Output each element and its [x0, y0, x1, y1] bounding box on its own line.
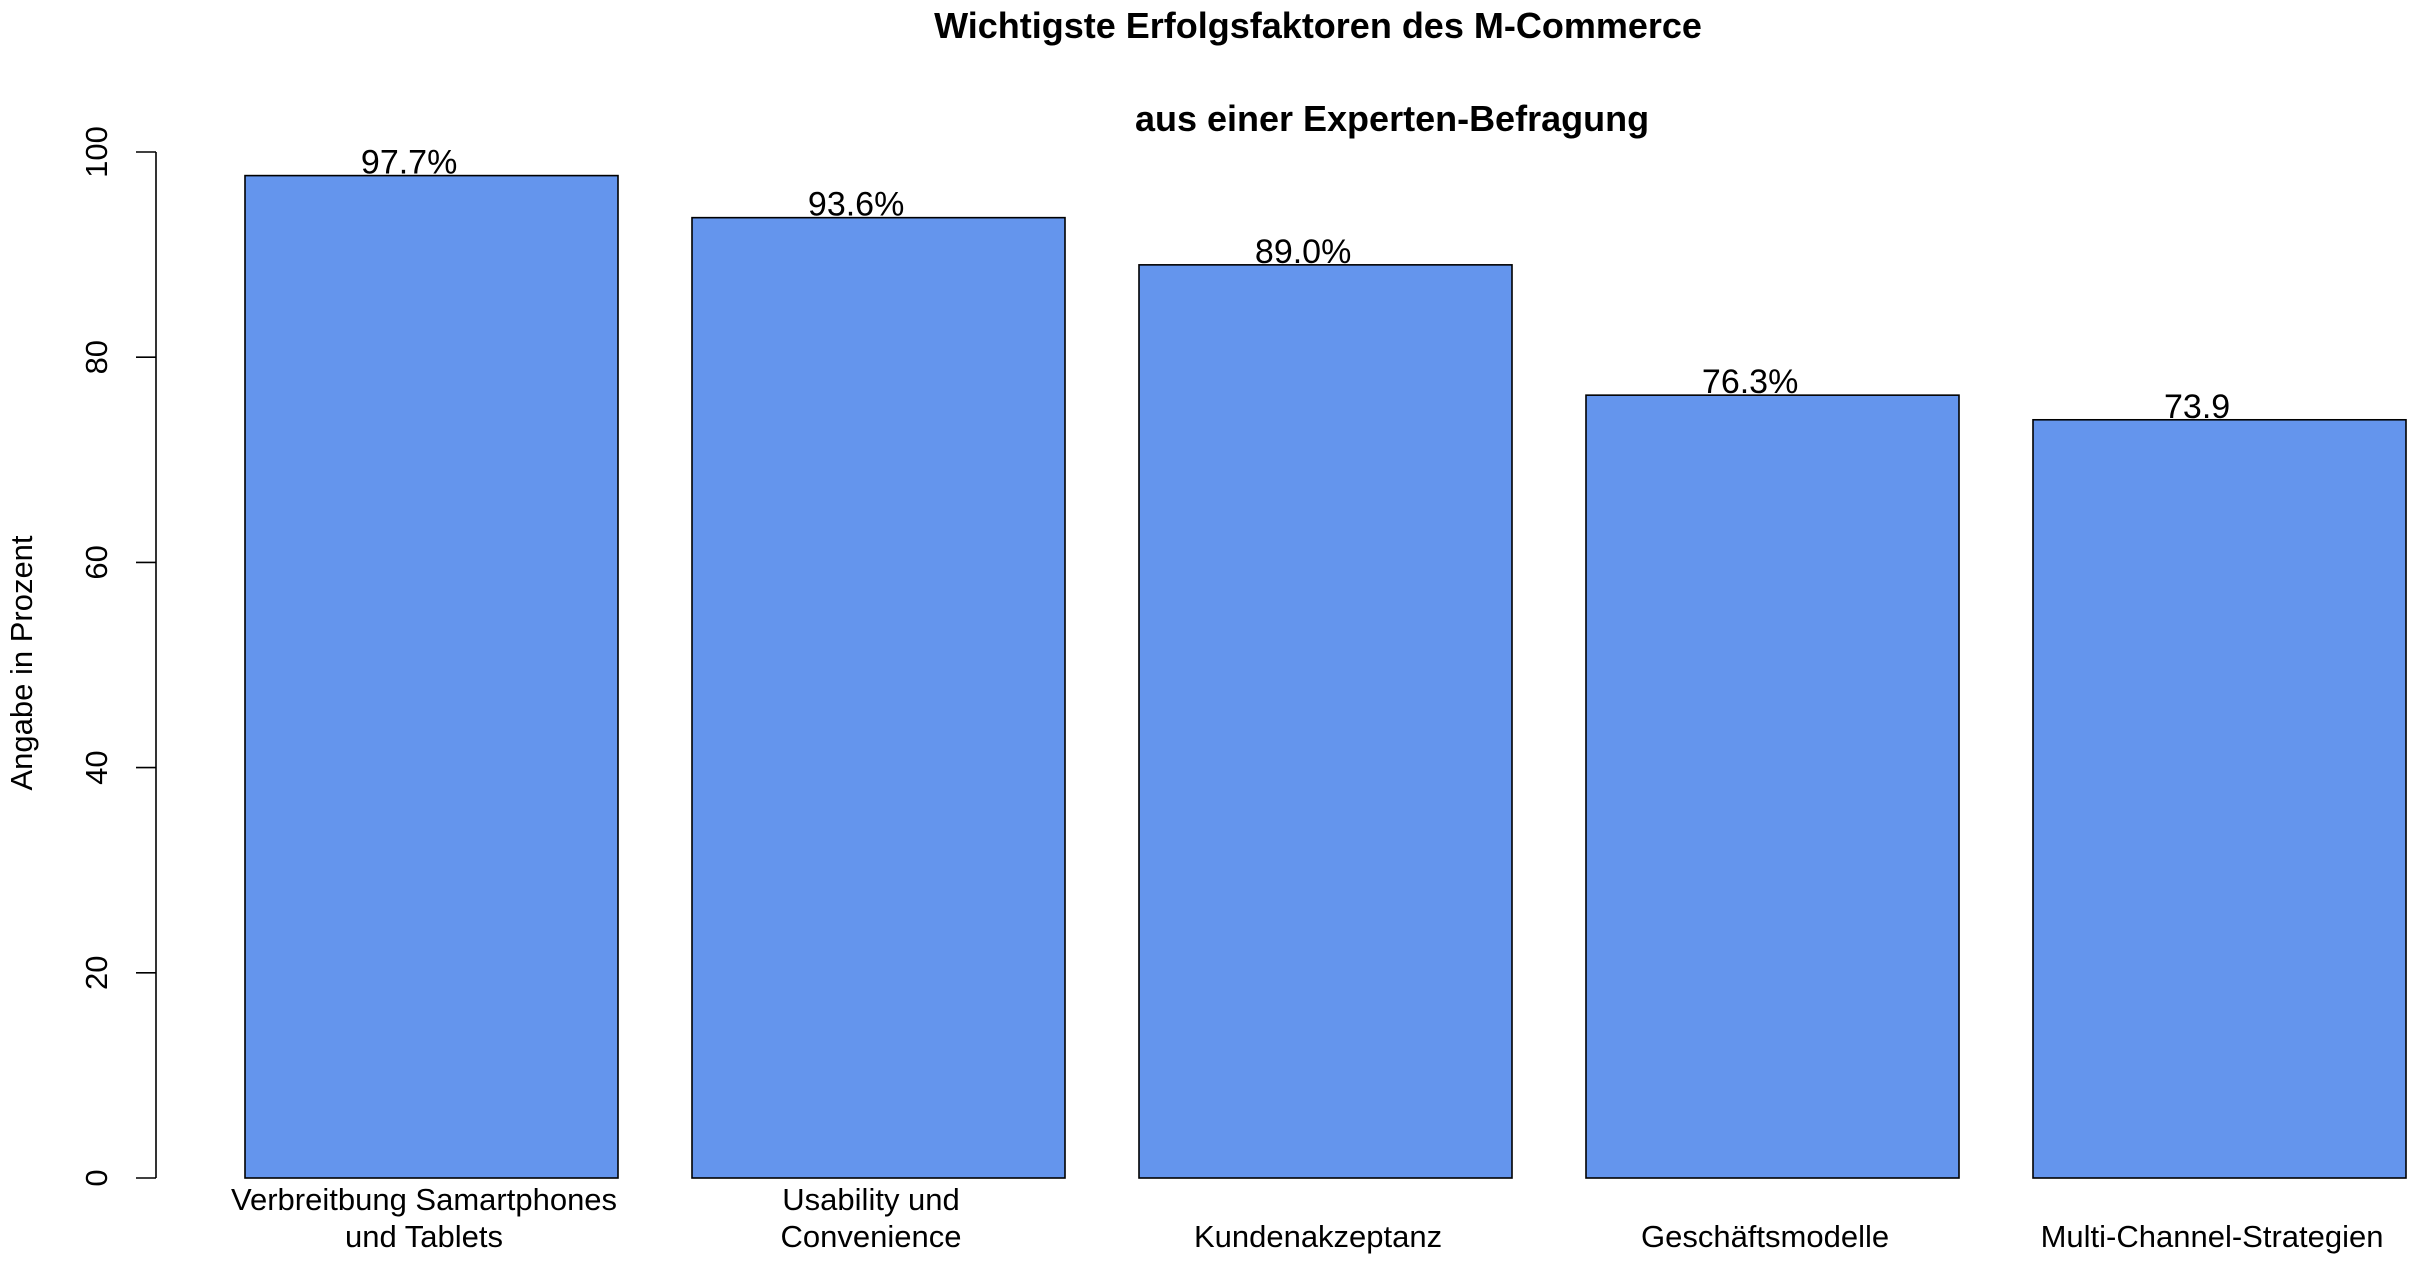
bar [1585, 394, 1960, 1179]
y-tick-label: 60 [79, 545, 114, 579]
chart-subtitle: aus einer Experten-Befragung [1135, 98, 1649, 139]
x-tick-label: Kundenakzeptanz [1194, 1219, 1442, 1254]
y-axis: 0 20 40 60 80 100 [79, 126, 157, 1187]
bar-value-label: 97.7% [361, 144, 457, 182]
y-tick-label: 0 [79, 1169, 114, 1186]
x-tick-label: Geschäftsmodelle [1641, 1219, 1889, 1254]
x-tick-label: Usability und [782, 1182, 959, 1217]
x-tick-label: Verbreitbung Samartphones [231, 1182, 617, 1217]
bar [1138, 264, 1513, 1179]
y-tick-label: 100 [79, 126, 114, 178]
bar [2032, 418, 2407, 1179]
y-tick-label: 40 [79, 750, 114, 784]
bar-value-label: 73.9 [2164, 388, 2230, 426]
chart-title: Wichtigste Erfolgsfaktoren des M-Commerc… [934, 5, 1702, 46]
x-tick-label: Multi-Channel-Strategien [2041, 1219, 2384, 1254]
y-tick-label: 80 [79, 340, 114, 374]
x-tick-label: und Tablets [345, 1219, 503, 1254]
bar [244, 174, 619, 1179]
y-tick-label: 20 [79, 956, 114, 990]
bar-value-label: 89.0% [1255, 233, 1351, 271]
bar [691, 216, 1066, 1179]
value-labels-group: 97.7% 93.6% 89.0% 76.3% 73.9 [361, 144, 2230, 426]
bar-value-label: 76.3% [1702, 363, 1798, 401]
bar-value-label: 93.6% [808, 186, 904, 224]
y-axis-label: Angabe in Prozent [4, 535, 39, 790]
bars-group [244, 174, 2407, 1179]
x-tick-label: Convenience [781, 1219, 962, 1254]
